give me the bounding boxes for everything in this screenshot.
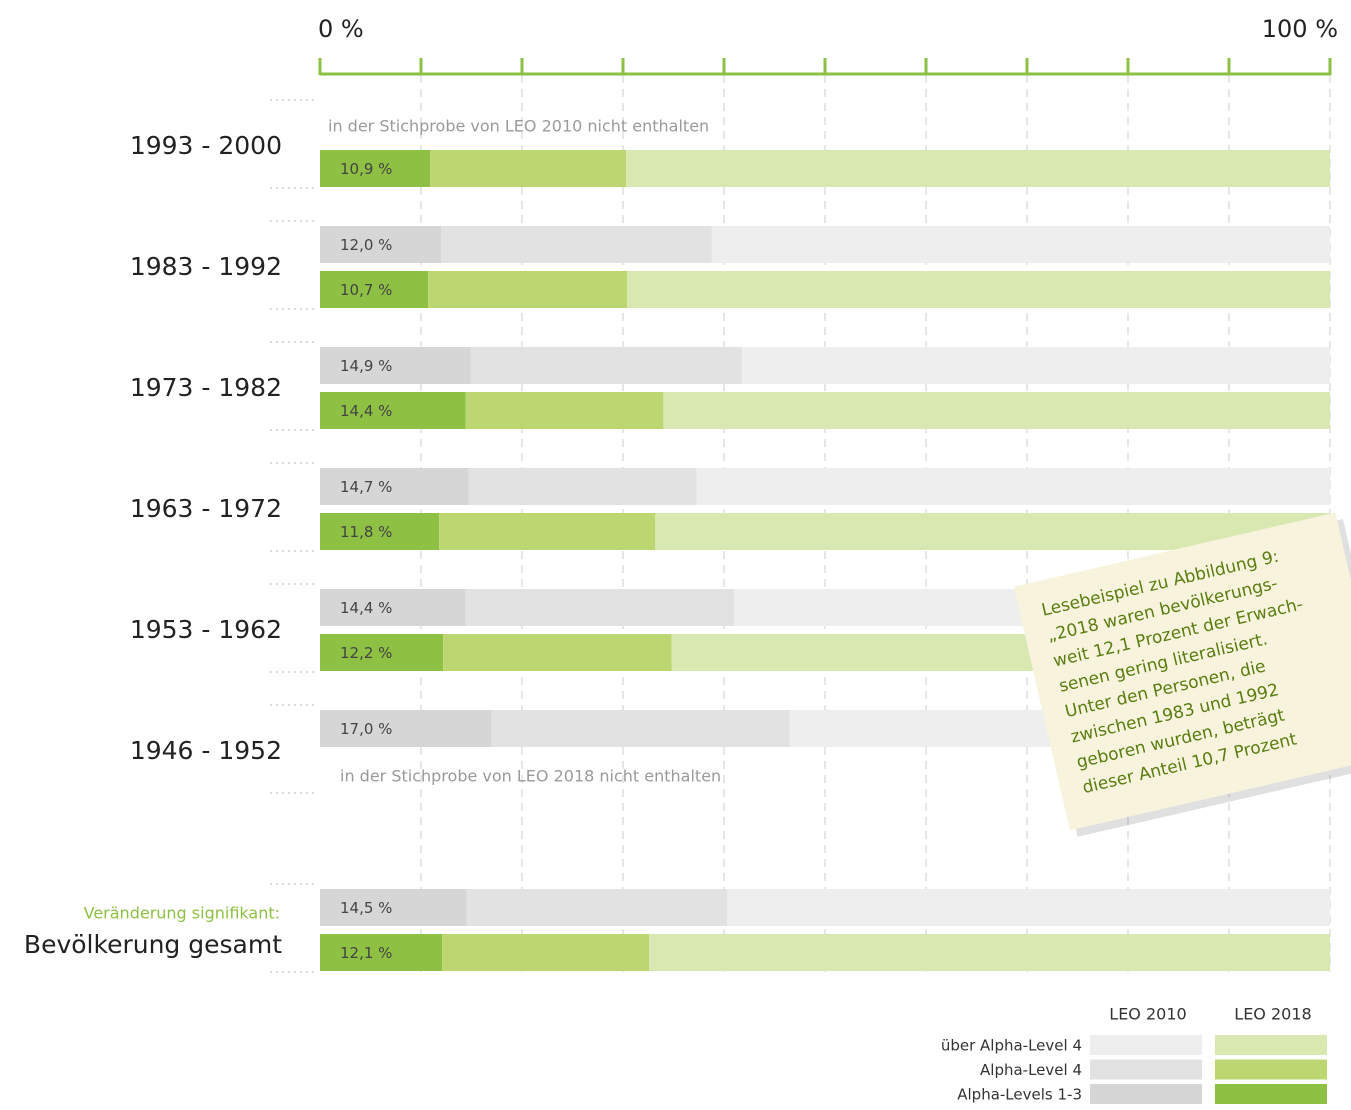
category-label: 1993 - 2000 xyxy=(130,131,282,160)
legend-label: Alpha-Level 4 xyxy=(980,1061,1082,1079)
legend-label: Alpha-Levels 1-3 xyxy=(957,1086,1082,1104)
bar-segment xyxy=(627,271,1330,308)
category-label: 1946 - 1952 xyxy=(130,736,282,765)
bar-segment xyxy=(430,150,627,187)
bar-segment xyxy=(442,934,650,971)
bar-segment xyxy=(468,468,697,505)
category-label: 1973 - 1982 xyxy=(130,373,282,402)
category-note: Veränderung signifikant: xyxy=(84,904,280,923)
bar-segment xyxy=(320,889,467,926)
value-label: 12,1 % xyxy=(340,944,392,962)
bar-segment xyxy=(320,150,431,187)
bar-segment xyxy=(470,347,743,384)
legend-swatch xyxy=(1215,1035,1327,1055)
value-label: 10,7 % xyxy=(340,281,392,299)
bar-segment xyxy=(320,468,469,505)
sticky-note: Lesebeispiel zu Abbildung 9:„2018 waren … xyxy=(1013,512,1351,837)
bar-segment xyxy=(320,513,440,550)
bar-segment xyxy=(465,392,664,429)
value-label: 10,9 % xyxy=(340,160,392,178)
bar-segment xyxy=(626,150,1330,187)
bar-segment xyxy=(649,934,1330,971)
category-label: 1963 - 1972 xyxy=(130,494,282,523)
value-label: 11,8 % xyxy=(340,523,392,541)
bar-segment xyxy=(696,468,1330,505)
bar-segment xyxy=(466,889,728,926)
value-label: 12,0 % xyxy=(340,236,392,254)
bar-segment xyxy=(320,710,492,747)
value-label: 14,4 % xyxy=(340,599,392,617)
value-label: 12,2 % xyxy=(340,644,392,662)
bar-segment xyxy=(320,634,444,671)
legend-header: LEO 2018 xyxy=(1234,1005,1311,1024)
legend-label: über Alpha-Level 4 xyxy=(941,1037,1082,1055)
legend-swatch xyxy=(1215,1059,1327,1080)
value-label: 14,5 % xyxy=(340,899,392,917)
x-tick-label: 0 % xyxy=(318,15,364,43)
value-label: 17,0 % xyxy=(340,720,392,738)
value-label: 14,7 % xyxy=(340,478,392,496)
category-label: 1953 - 1962 xyxy=(130,615,282,644)
category-label: Bevölkerung gesamt xyxy=(24,930,282,959)
bar-segment xyxy=(439,513,656,550)
legend-swatch xyxy=(1090,1059,1202,1080)
legend-header: LEO 2010 xyxy=(1109,1005,1186,1024)
bar-segment xyxy=(443,634,672,671)
bar-segment xyxy=(320,347,471,384)
bar-segment xyxy=(428,271,628,308)
bar-segment xyxy=(465,589,735,626)
bar-segment xyxy=(320,271,429,308)
legend-swatch xyxy=(1090,1035,1202,1055)
legend-swatch xyxy=(1215,1084,1327,1104)
annotation: in der Stichprobe von LEO 2010 nicht ent… xyxy=(328,117,709,136)
annotation: in der Stichprobe von LEO 2018 nicht ent… xyxy=(340,767,721,786)
value-label: 14,4 % xyxy=(340,402,392,420)
note-paper xyxy=(1013,512,1351,831)
bar-segment xyxy=(320,392,466,429)
bar-segment xyxy=(441,226,712,263)
bar-segment xyxy=(742,347,1330,384)
bar-segment xyxy=(320,589,466,626)
x-tick-label: 100 % xyxy=(1262,15,1338,43)
value-label: 14,9 % xyxy=(340,357,392,375)
legend-swatch xyxy=(1090,1084,1202,1104)
bar-segment xyxy=(727,889,1330,926)
bar-segment xyxy=(320,226,442,263)
bar-segment xyxy=(663,392,1330,429)
bar-segment xyxy=(320,934,443,971)
bar-segment xyxy=(491,710,790,747)
category-label: 1983 - 1992 xyxy=(130,252,282,281)
bar-segment xyxy=(711,226,1330,263)
